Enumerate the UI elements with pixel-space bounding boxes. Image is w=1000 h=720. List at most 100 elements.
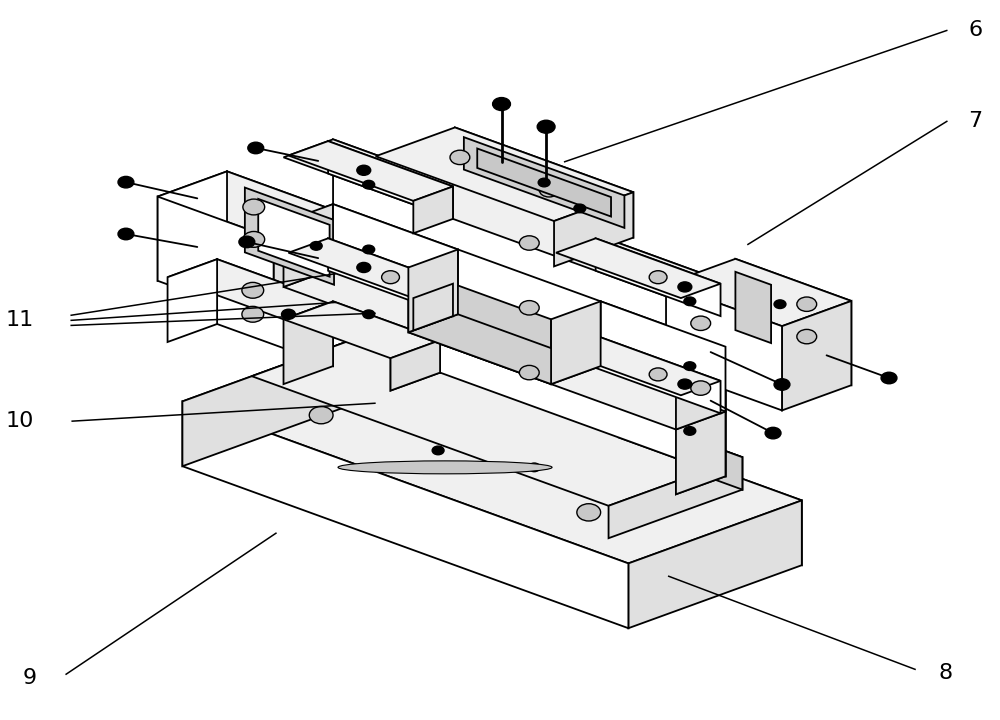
Circle shape bbox=[678, 282, 692, 292]
Circle shape bbox=[243, 199, 265, 215]
Polygon shape bbox=[735, 271, 771, 343]
Polygon shape bbox=[333, 302, 440, 373]
Polygon shape bbox=[168, 259, 217, 342]
Polygon shape bbox=[284, 204, 333, 287]
Circle shape bbox=[774, 379, 790, 390]
Polygon shape bbox=[182, 402, 628, 628]
Circle shape bbox=[678, 379, 692, 390]
Polygon shape bbox=[596, 238, 721, 316]
Polygon shape bbox=[245, 188, 334, 285]
Circle shape bbox=[651, 477, 675, 494]
Polygon shape bbox=[182, 338, 802, 563]
Polygon shape bbox=[408, 250, 458, 333]
Polygon shape bbox=[391, 341, 440, 391]
Polygon shape bbox=[569, 308, 725, 365]
Polygon shape bbox=[601, 302, 725, 412]
Ellipse shape bbox=[338, 461, 552, 474]
Polygon shape bbox=[464, 137, 624, 228]
Text: 7: 7 bbox=[968, 111, 982, 131]
Circle shape bbox=[519, 366, 539, 380]
Polygon shape bbox=[182, 338, 356, 467]
Polygon shape bbox=[258, 199, 330, 276]
Polygon shape bbox=[735, 259, 851, 385]
Circle shape bbox=[309, 407, 333, 424]
Circle shape bbox=[649, 271, 667, 284]
Circle shape bbox=[384, 379, 407, 397]
Circle shape bbox=[539, 183, 559, 197]
Circle shape bbox=[242, 282, 264, 298]
Polygon shape bbox=[284, 302, 440, 359]
Polygon shape bbox=[666, 259, 851, 326]
Circle shape bbox=[357, 166, 371, 176]
Polygon shape bbox=[676, 347, 725, 495]
Circle shape bbox=[881, 372, 897, 384]
Polygon shape bbox=[376, 127, 633, 221]
Text: 6: 6 bbox=[968, 20, 982, 40]
Polygon shape bbox=[217, 259, 333, 366]
Circle shape bbox=[248, 143, 264, 154]
Circle shape bbox=[450, 150, 470, 165]
Text: 11: 11 bbox=[6, 310, 34, 330]
Circle shape bbox=[239, 236, 255, 248]
Circle shape bbox=[493, 98, 510, 111]
Polygon shape bbox=[328, 141, 453, 219]
Circle shape bbox=[519, 301, 539, 315]
Circle shape bbox=[282, 310, 295, 320]
Polygon shape bbox=[274, 214, 343, 323]
Polygon shape bbox=[158, 171, 227, 281]
Polygon shape bbox=[391, 243, 440, 391]
Polygon shape bbox=[333, 140, 725, 347]
Polygon shape bbox=[284, 204, 440, 261]
Circle shape bbox=[118, 176, 134, 188]
Circle shape bbox=[528, 463, 540, 472]
Circle shape bbox=[357, 262, 371, 273]
Circle shape bbox=[432, 446, 444, 455]
Polygon shape bbox=[227, 171, 343, 298]
Circle shape bbox=[797, 330, 817, 344]
Circle shape bbox=[242, 307, 264, 323]
Circle shape bbox=[684, 426, 696, 435]
Circle shape bbox=[519, 235, 539, 250]
Polygon shape bbox=[158, 197, 274, 323]
Circle shape bbox=[765, 428, 781, 439]
Polygon shape bbox=[554, 192, 633, 266]
Circle shape bbox=[774, 300, 786, 308]
Polygon shape bbox=[284, 140, 725, 300]
Polygon shape bbox=[284, 302, 333, 384]
Polygon shape bbox=[455, 127, 633, 238]
Circle shape bbox=[797, 297, 817, 311]
Circle shape bbox=[363, 180, 375, 189]
Polygon shape bbox=[288, 238, 453, 298]
Polygon shape bbox=[556, 336, 721, 395]
Polygon shape bbox=[556, 238, 721, 298]
Polygon shape bbox=[333, 204, 458, 315]
Polygon shape bbox=[168, 259, 333, 320]
Circle shape bbox=[684, 297, 696, 305]
Polygon shape bbox=[158, 171, 343, 239]
Polygon shape bbox=[252, 328, 742, 505]
Circle shape bbox=[577, 504, 601, 521]
Polygon shape bbox=[666, 284, 782, 410]
Circle shape bbox=[537, 120, 555, 133]
Polygon shape bbox=[386, 328, 742, 490]
Polygon shape bbox=[676, 347, 725, 429]
Polygon shape bbox=[782, 301, 851, 410]
Circle shape bbox=[649, 368, 667, 381]
Circle shape bbox=[691, 381, 711, 395]
Circle shape bbox=[684, 362, 696, 371]
Text: 10: 10 bbox=[5, 411, 34, 431]
Circle shape bbox=[538, 179, 550, 187]
Polygon shape bbox=[356, 338, 802, 565]
Circle shape bbox=[363, 246, 375, 254]
Polygon shape bbox=[689, 438, 742, 490]
Circle shape bbox=[517, 428, 541, 446]
Polygon shape bbox=[284, 269, 725, 429]
Polygon shape bbox=[333, 269, 725, 477]
Polygon shape bbox=[676, 282, 725, 365]
Circle shape bbox=[118, 228, 134, 240]
Circle shape bbox=[382, 271, 399, 284]
Circle shape bbox=[310, 242, 322, 251]
Polygon shape bbox=[288, 141, 453, 201]
Polygon shape bbox=[408, 268, 551, 384]
Polygon shape bbox=[413, 284, 453, 330]
